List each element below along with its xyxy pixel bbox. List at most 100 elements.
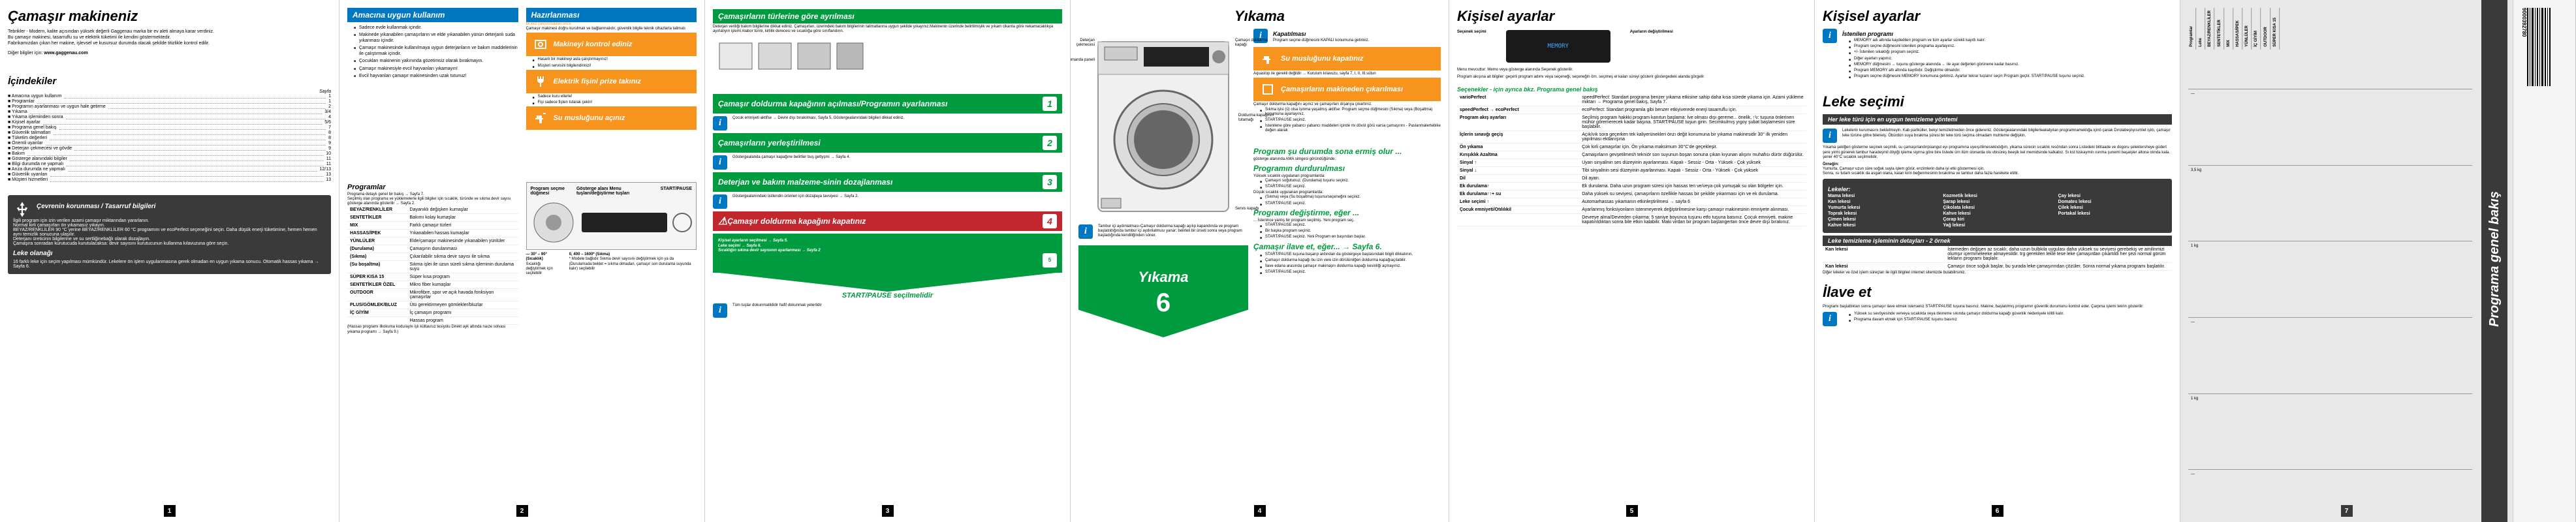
hazir-title: Hazırlanması bbox=[531, 10, 580, 20]
steps-ref-box: Kişisel ayarların seçilmesi → Sayfa 5. L… bbox=[713, 234, 1062, 273]
rule-item: Çamaşır makinesinde kullanılmaya uygun d… bbox=[354, 45, 518, 57]
stains-title: Lekeler: bbox=[1828, 186, 2167, 192]
place-text: Göstergealanda çamaşır kapağıne belirtle… bbox=[732, 155, 850, 160]
option-row: Sinyal ↓Tibi sinyalinin sesi düzeyinin a… bbox=[1457, 167, 1806, 175]
toc-row: ■ Programın ayarlanması ve uygun hale ge… bbox=[8, 104, 331, 109]
option-row: Ön yıkamaÇok kirli çamaşırlar için. Ön y… bbox=[1457, 144, 1806, 151]
program-row: HASSAS/İPEKYıkanabilen hassas kumaşlar bbox=[347, 230, 518, 238]
step-num-3: 3 bbox=[1043, 175, 1057, 189]
end-title: Program şu durumda sona ermiş olur ... bbox=[1253, 147, 1441, 156]
list-item: START/PAUSE seçiniz. Yeni Program en baş… bbox=[1260, 235, 1441, 239]
programs-title: Programlar bbox=[347, 183, 518, 191]
stain-item: Portakal lekesi bbox=[2058, 211, 2167, 216]
toc-row: ■ Yıkama3/4 bbox=[8, 110, 331, 114]
list-item: İstenilene göre yabancı yabancı maddeler… bbox=[1260, 124, 1441, 133]
stain-body: 16 farklı leke için seçim yapılması mümk… bbox=[13, 260, 326, 269]
info-icon-place: i bbox=[713, 155, 727, 170]
program-row: OUTDOORMikrofibre, spor ve açık havada f… bbox=[347, 289, 518, 301]
toc-title: İçindekiler bbox=[8, 76, 331, 87]
end-text: gösterge alanında AMA simgesi göründüğün… bbox=[1253, 157, 1441, 162]
ref-kisisel: Kişisel ayarların seçilmesi → Sayfa 5. bbox=[718, 239, 1057, 243]
panel7-title: Programa genel bakış bbox=[2487, 191, 2502, 327]
pause-title: Programın durdurulması bbox=[1253, 164, 1441, 173]
step-check: Makineyi kontrol ediniz bbox=[526, 33, 697, 56]
kapa-title: Kapatılması bbox=[1273, 31, 1369, 37]
program-row: Hassas program bbox=[347, 317, 518, 325]
page-number-5: 5 bbox=[1626, 505, 1638, 517]
save-item: MEMORY adı altında kaydedilen program ve… bbox=[1849, 38, 2085, 43]
display-mock bbox=[582, 213, 668, 232]
panel4-title: Yıkama bbox=[1078, 8, 1441, 25]
panel-4: Yıkama Deterjan çekmecesi Kumanda paneli… bbox=[1071, 0, 1449, 522]
step1-items: Hasarlı bir makineyi asla çalıştırmayını… bbox=[526, 57, 697, 68]
side-label: SENTETİKLER bbox=[2216, 8, 2224, 50]
side-label: HASSAS/İPEK bbox=[2235, 8, 2242, 50]
panel6-title: Kişisel ayarlar bbox=[1823, 8, 2172, 25]
option-row: Program akış ayarlarıSeçilmiş program ha… bbox=[1457, 114, 1806, 131]
toc-page-label: Sayfa bbox=[8, 89, 331, 94]
page-number-2: 2 bbox=[516, 505, 528, 517]
stain-example-row: Kan lekesiİstemeden değişen az sıcaklı, … bbox=[1823, 246, 2172, 263]
start-text: Program akışına ait bilgiler: geçerli pr… bbox=[1457, 75, 1806, 80]
stain-item: Çikolata lekesi bbox=[1943, 206, 2051, 210]
program-row: (Sıkma)Çıkarılabilir sıkma devir sayısı … bbox=[347, 253, 518, 261]
panel-6: Kişisel ayarlar i İstenilen programı MEM… bbox=[1815, 0, 2180, 522]
program-row: MIXFarklı çamaşır türleri bbox=[347, 222, 518, 230]
tap-text: Aquastop ile gerekli değildir → Kurulum … bbox=[1253, 72, 1441, 76]
stain-example-row: Kan lekesiÇamaşır önce soğuk başlar, bu … bbox=[1823, 263, 2172, 271]
save-item: +/- İstenilen sıkaklığı program seçiniz. bbox=[1849, 50, 2085, 55]
save-item: MEMORY düğmesini → tuşunu gösterge alanı… bbox=[1849, 63, 2085, 67]
rules-list: Sadece evde kullanmak içindir.Makinede y… bbox=[347, 25, 518, 79]
toc-row: ■ Kişisel ayarlar5/6 bbox=[8, 120, 331, 125]
option-row: Kırışıklık AzaltmaÇamaşırların gevşetilm… bbox=[1457, 151, 1806, 159]
remove-strip: Çamaşırların makineden çıkarılması bbox=[1253, 78, 1441, 101]
program-row: İÇ GİYİMİç çamaşırı programı bbox=[347, 309, 518, 317]
list-item: Çamaşırı soğutunuz: (Durulama) tuşunu se… bbox=[1260, 179, 1441, 183]
list-item: İlave edana arasında çamaşır makinaşnı d… bbox=[1260, 264, 1441, 269]
info-icon-save: i bbox=[1823, 29, 1837, 43]
stain-item: Kan lekesi bbox=[1828, 200, 1936, 204]
side-label: SÜPER KISA 15 bbox=[2272, 8, 2280, 50]
spin-range: 0, 400 – 1600* (Sıkma) bbox=[569, 253, 697, 257]
info-finish: Tüm tuşlar dokunmatiklidir hafif dokunma… bbox=[732, 303, 822, 308]
rule-item: Evcil hayvanları çamaşır makinesinden uz… bbox=[354, 73, 518, 79]
programs-intro: Programa detaylı genel bir bakış → Sayfa… bbox=[347, 192, 518, 197]
option-row: İçlerin sınavğı geçişAçık/vık sora geçer… bbox=[1457, 131, 1806, 144]
change-label: Ayarların değiştirilmesi bbox=[1630, 30, 1673, 63]
program-row: (Durulama)Çamaşırın durulanması bbox=[347, 245, 518, 253]
step-num-2: 2 bbox=[1043, 136, 1057, 150]
stain-examples-table: Kan lekesiİstemeden değişen az sıcaklı, … bbox=[1823, 246, 2172, 271]
side-label: OUTDOOR bbox=[2263, 8, 2270, 50]
option-row: DilDil ayarı. bbox=[1457, 175, 1806, 183]
sort-text: Deterjan veriliği bakım bilgilerine dikk… bbox=[713, 25, 1062, 34]
step-item: Fişi sadece fişten tutarak çekin! bbox=[533, 100, 697, 105]
toc-row: ■ Güvenlik talimatları8 bbox=[8, 130, 331, 135]
tap-title: Su musluğunu kapatınız bbox=[1281, 55, 1364, 63]
env-box: Çevrenin korunması / Tasarruf bilgileri … bbox=[8, 195, 331, 274]
stain-item: Kahve lekesi bbox=[1943, 211, 2051, 216]
label-handle: Kumanda paneli bbox=[1071, 58, 1095, 63]
change-title: Programı değiştirme, eğer ... bbox=[1253, 208, 1441, 217]
list-item: START/PAUSE seçiniz. bbox=[1260, 185, 1441, 189]
step2-items: Sadece kuru ellerle!Fişi sadece fişten t… bbox=[526, 95, 697, 105]
panel-7: Programa genel bakış ProgramlarLekeBEYAZ… bbox=[2180, 0, 2513, 522]
page-number-1: 1 bbox=[164, 505, 176, 517]
panel5-title: Kişisel ayarlar bbox=[1457, 8, 1806, 25]
save-item: Program seçme düğmesini istenilen progra… bbox=[1849, 44, 2085, 49]
washing-machine-diagram: Deterjan çekmecesi Kumanda paneli Çamaşı… bbox=[1092, 35, 1235, 218]
option-row: speedPerfect → ecoPerfectecoPerfect: Sta… bbox=[1457, 106, 1806, 114]
options-table: varioPerfectspeedPerfect: Standart progr… bbox=[1457, 94, 1806, 226]
panel-3: Çamaşırların türlerine göre ayrılması De… bbox=[705, 0, 1071, 522]
stain-item: Kozmetik lekesi bbox=[1943, 194, 2051, 198]
side-labels-row: ProgramlarLekeBEYAZ/RENKLİLERSENTETİKLER… bbox=[2188, 8, 2472, 50]
toc-row: ■ Önemli uyarılar9 bbox=[8, 141, 331, 146]
side-label: BEYAZ/RENKLİLER bbox=[2207, 8, 2214, 50]
program-select-label: Program seçme düğmesi bbox=[531, 187, 576, 196]
list-item: Çamaşır doldurma kapağı bu izin vere izi… bbox=[1260, 258, 1441, 263]
info-icon-stain: i bbox=[1823, 129, 1837, 143]
option-row: Sinyal ↑Uyarı sinyalinin ses düzeyinin a… bbox=[1457, 159, 1806, 167]
add-item: Yüksek su sevöyesinde ve/veya sıcakıkta … bbox=[1849, 312, 2064, 316]
save-item: Program MEMORY altı altında kayıtlıdır. … bbox=[1849, 69, 2085, 73]
toc-row: ■ Programa genel bakış7 bbox=[8, 125, 331, 130]
spin-info: 0, 400 – 1600* (Sıkma) * Modele bağlıdır… bbox=[569, 253, 697, 271]
